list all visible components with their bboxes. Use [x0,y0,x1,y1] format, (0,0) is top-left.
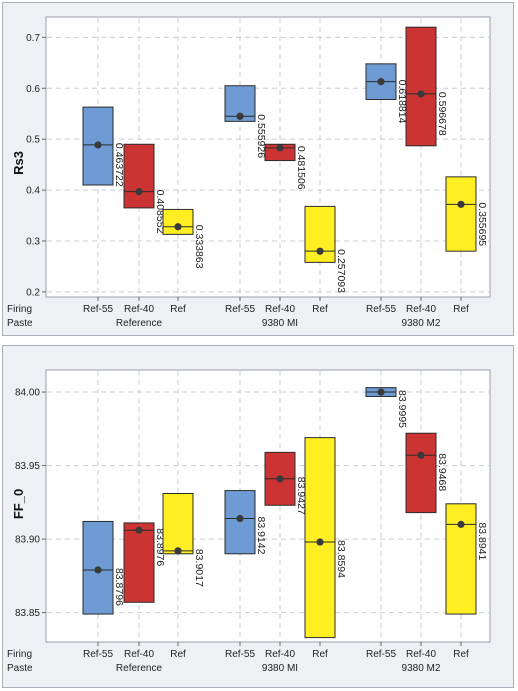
mean-marker [457,200,465,208]
data-label: 83.8941 [476,522,488,560]
mean-marker [276,475,284,483]
range-bar [224,490,256,555]
mean-marker [417,451,425,459]
category-label: Ref-55 [225,304,255,315]
mean-marker [457,520,465,528]
data-label: 0.596678 [436,92,448,136]
data-label: 83.9427 [295,477,307,515]
rs3-chart: Rs3 Firing Paste 0.2 0.3 0.4 0.5 0.6 0.7 0.463… [7,16,491,329]
data-label: 0.555926 [255,114,267,158]
range-bar [405,26,437,147]
row-label-firing: Firing [7,304,32,315]
ff0-chart: FF_0 Firing Paste 83.85 83.90 83.95 84.00 83… [7,369,491,674]
category-label: Ref-40 [124,304,154,315]
mean-marker [276,144,284,152]
y-tick-label: 0.2 [26,287,40,298]
category-label: Ref [453,304,469,315]
y-tick-label: 83.90 [15,535,40,546]
y-tick-label: 0.6 [26,84,40,95]
y-tick-label: 0.7 [26,33,40,44]
range-bar [445,503,477,615]
category-label: Ref-40 [124,649,154,660]
data-label: 0.481506 [295,146,307,190]
data-label: 83.9017 [193,549,205,587]
y-tick-label: 83.95 [15,461,40,472]
row-label-paste: Paste [7,318,33,329]
range-bar [304,437,336,639]
mean-marker [316,247,324,255]
group-label: 9380 M2 [402,318,441,329]
y-tick-label: 0.4 [26,186,40,197]
rs3-chart-panel: Rs3 Firing Paste 0.2 0.3 0.4 0.5 0.6 0.7 0.463… [2,2,514,336]
data-label: 0.257093 [335,249,347,293]
data-label: 83.9142 [255,516,267,554]
y-tick-label: 0.5 [26,135,40,146]
mean-marker [417,90,425,98]
range-bar [123,143,155,209]
mean-marker [377,78,385,86]
category-label: Ref-55 [83,304,113,315]
group-label: Reference [116,318,163,329]
category-label: Ref-40 [265,304,295,315]
data-label: 0.463722 [113,143,125,187]
data-label: 0.333863 [193,225,205,269]
category-label: Ref-40 [406,649,436,660]
mean-marker [377,388,385,396]
row-label-firing: Firing [7,649,32,660]
category-label: Ref-55 [366,649,396,660]
group-label: 9380 MI [262,663,298,674]
mean-marker [174,223,182,231]
category-label: Ref [312,304,328,315]
range-bar [162,493,194,555]
group-label: 9380 M2 [402,663,441,674]
data-label: 83.9995 [396,390,408,428]
category-label: Ref-55 [225,649,255,660]
y-axis-label: Rs3 [11,151,26,175]
group-label: Reference [116,663,163,674]
ff0-chart-panel: FF_0 Firing Paste 83.85 83.90 83.95 84.00 83… [2,345,514,688]
data-label: 83.8594 [335,540,347,578]
range-bar [123,522,155,603]
category-label: Ref-40 [265,649,295,660]
mean-marker [135,526,143,534]
mean-marker [135,188,143,196]
category-label: Ref-55 [366,304,396,315]
mean-marker [236,112,244,120]
y-axis-label: FF_0 [11,489,26,519]
category-label: Ref-55 [83,649,113,660]
data-label: 0.355695 [476,202,488,246]
category-label: Ref [170,304,186,315]
category-label: Ref [170,649,186,660]
data-label: 0.618814 [396,80,408,124]
mean-marker [316,538,324,546]
mean-marker [94,141,102,149]
y-tick-label: 84.00 [15,388,40,399]
group-label: 9380 MI [262,318,298,329]
mean-marker [174,547,182,555]
range-bar [405,432,437,514]
category-label: Ref [312,649,328,660]
data-label: 83.9468 [436,453,448,491]
data-label: 83.8796 [113,568,125,606]
y-tick-label: 83.85 [15,608,40,619]
category-label: Ref-40 [406,304,436,315]
y-tick-label: 0.3 [26,237,40,248]
range-bar [445,176,477,252]
category-label: Ref [453,649,469,660]
mean-marker [94,566,102,574]
range-bar [162,208,194,235]
mean-marker [236,514,244,523]
row-label-paste: Paste [7,663,33,674]
